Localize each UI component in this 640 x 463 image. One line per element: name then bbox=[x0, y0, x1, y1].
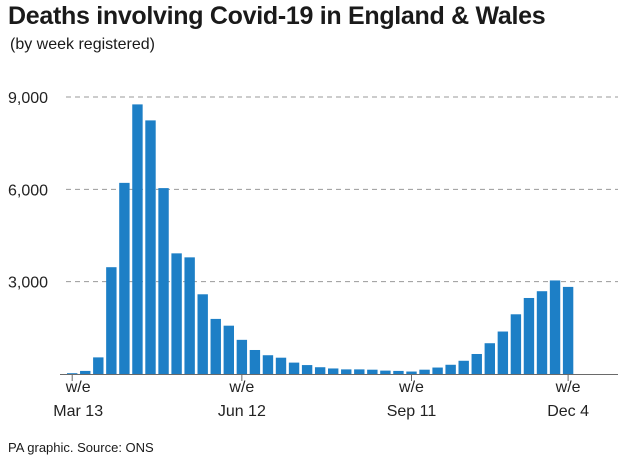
chart-subtitle: (by week registered) bbox=[10, 36, 155, 53]
bar bbox=[67, 373, 78, 374]
bar bbox=[262, 355, 274, 374]
bar bbox=[184, 257, 195, 374]
source-credit: PA graphic. Source: ONS bbox=[8, 440, 154, 455]
bar bbox=[523, 297, 535, 374]
bar bbox=[158, 188, 169, 374]
bar bbox=[197, 294, 208, 374]
y-tick-label: 9,000 bbox=[8, 90, 48, 107]
bar bbox=[445, 364, 456, 374]
bar bbox=[249, 349, 261, 374]
bar bbox=[210, 318, 221, 374]
bar bbox=[119, 182, 130, 374]
bar bbox=[497, 331, 509, 374]
bar bbox=[419, 369, 430, 374]
bar bbox=[93, 357, 104, 374]
y-tick-label: 6,000 bbox=[8, 182, 48, 199]
x-tick-label-line1: w/e bbox=[555, 379, 581, 396]
y-tick-label: 3,000 bbox=[8, 275, 48, 292]
bar bbox=[354, 369, 365, 374]
bar bbox=[171, 253, 182, 374]
chart-title: Deaths involving Covid-19 in England & W… bbox=[8, 2, 546, 30]
bar bbox=[328, 368, 339, 374]
bar bbox=[288, 362, 300, 374]
bar bbox=[458, 360, 469, 374]
bar bbox=[367, 369, 378, 374]
bar bbox=[341, 369, 352, 374]
x-tick-label-line2: Sep 11 bbox=[387, 403, 437, 420]
x-tick-label-line2: Dec 4 bbox=[547, 403, 589, 420]
bar bbox=[484, 343, 495, 374]
x-tick-label-line2: Jun 12 bbox=[218, 403, 266, 420]
bar bbox=[301, 365, 313, 374]
bar bbox=[314, 367, 326, 374]
bar bbox=[471, 353, 482, 374]
bar bbox=[380, 370, 391, 374]
bar bbox=[393, 370, 404, 374]
x-tick-label-line1: w/e bbox=[398, 379, 424, 396]
bar bbox=[432, 367, 443, 374]
x-tick-label-line1: w/e bbox=[65, 379, 91, 396]
bar bbox=[106, 267, 117, 374]
bar bbox=[406, 371, 417, 374]
bar bbox=[223, 325, 234, 374]
bar bbox=[80, 370, 91, 374]
bar bbox=[236, 339, 248, 374]
bar bbox=[275, 357, 287, 374]
bar bbox=[549, 280, 561, 374]
bar bbox=[562, 286, 574, 374]
bar bbox=[510, 314, 522, 374]
bar bbox=[132, 104, 143, 374]
x-tick-label-line2: Mar 13 bbox=[53, 403, 103, 420]
x-tick-label-line1: w/e bbox=[228, 379, 254, 396]
bar bbox=[536, 291, 548, 374]
bar bbox=[145, 120, 156, 374]
